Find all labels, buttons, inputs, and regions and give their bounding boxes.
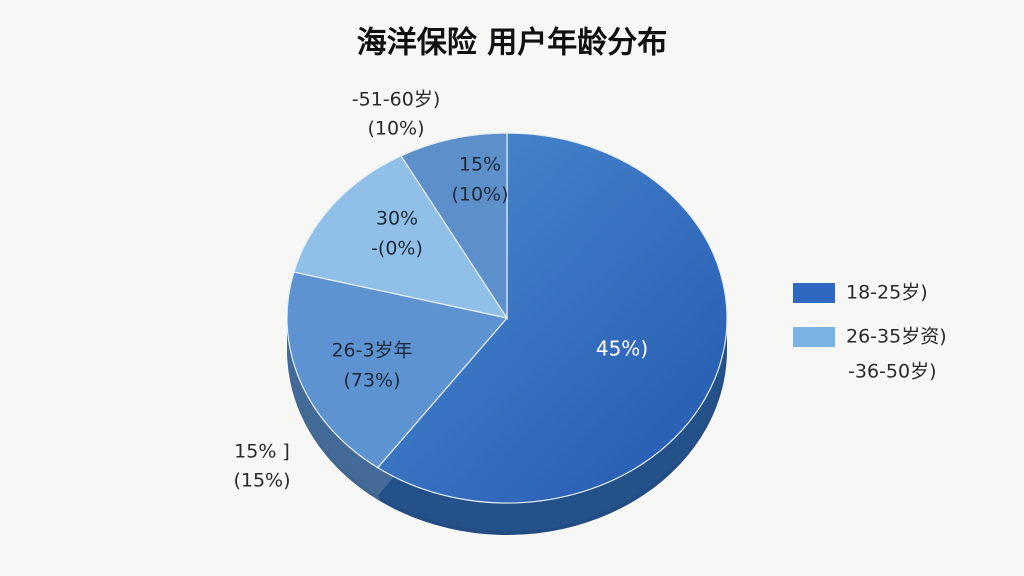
slice-label: 15% (459, 154, 501, 176)
annotation: (15%) (233, 470, 290, 492)
annotation: (10%) (367, 118, 424, 140)
pie-slice (286, 271, 509, 469)
legend-label: 18-25岁) (846, 282, 928, 304)
annotation: 15% ] (234, 441, 290, 463)
slice-label: (73%) (343, 370, 400, 392)
pie-slice (400, 132, 508, 321)
legend-label: -36-50岁) (848, 361, 936, 383)
chart-title: 海洋保险 用户年龄分布 (357, 26, 667, 61)
slice-label: 30% (376, 208, 418, 230)
pie-slice (293, 155, 509, 319)
annotation: -51-60岁) (352, 89, 440, 111)
slice-label: (10%) (451, 184, 508, 206)
legend-swatch (793, 283, 835, 303)
slice-label: -(0%) (371, 238, 423, 260)
legend-label: 26-35岁资) (846, 326, 947, 348)
slice-label: 26-3岁年 (331, 340, 412, 362)
pie-slice (376, 132, 728, 504)
slice-label: 45%) (596, 337, 648, 361)
legend-swatch (793, 327, 835, 347)
